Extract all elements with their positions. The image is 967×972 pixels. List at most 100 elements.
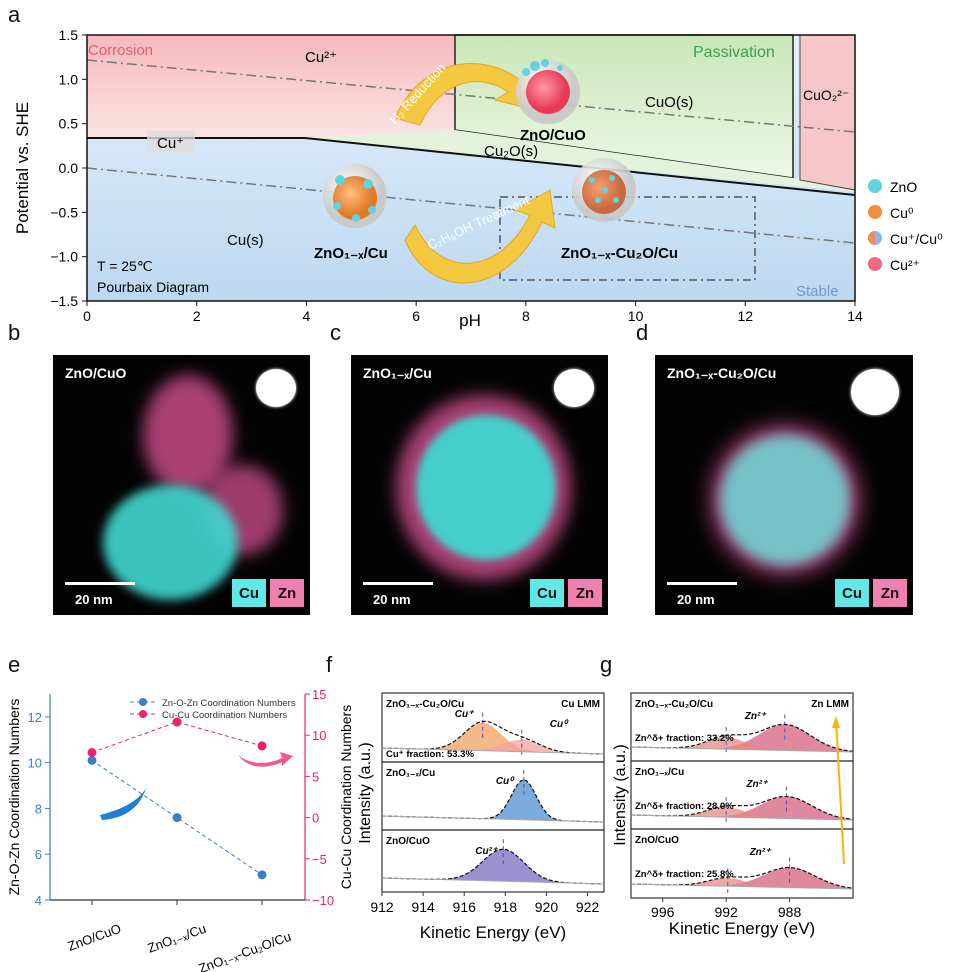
zn-channel-label: Zn [270, 579, 304, 607]
panel-label-f: f [326, 652, 333, 677]
passivation-label: Passivation [693, 44, 775, 61]
cus-label: Cu(s) [227, 232, 264, 249]
x-tick-label: 10 [628, 308, 644, 324]
peak-label: Cu⁰ [550, 719, 569, 730]
left-tick-label: 12 [28, 710, 42, 725]
o2-line [86, 59, 856, 133]
zno-cu2o-cu-sample-label: ZnO₁₋ₓ-Cu₂O/Cu [561, 245, 678, 262]
category-label: ZnO₁₋ₓ/Cu [146, 921, 208, 956]
scale-bar [363, 582, 433, 585]
zn-lmm-title: Zn LMM [811, 699, 849, 710]
right-tick-label: 0 [312, 811, 319, 826]
data-point [172, 813, 182, 823]
peak-fill [631, 737, 853, 752]
baseline [381, 877, 605, 885]
right-axis-arrow [238, 752, 293, 767]
envelope-fit [381, 779, 605, 823]
particle-legend: ZnO Cu⁰ Cu⁺/Cu⁰ Cu²⁺ [868, 179, 943, 273]
right-tick-label: 15 [312, 687, 326, 702]
legend-zno-label: Zn-O-Zn Coordination Numbers [162, 698, 296, 709]
temperature-label: T = 25℃ [97, 258, 153, 274]
cuo2-region [799, 34, 856, 191]
cuplus-label: Cu⁺ [157, 135, 184, 152]
cu2o-region [305, 130, 855, 192]
scale-bar-label: 20 nm [75, 592, 113, 607]
sample-label: ZnO₁₋ₓ-Cu₂O/Cu [386, 699, 464, 710]
envelope-fit [630, 866, 854, 889]
peak-fill [631, 796, 853, 820]
baseline [381, 815, 605, 823]
x-tick-label: 12 [737, 308, 753, 324]
y-tick-label: −1.5 [50, 293, 78, 309]
peak-fill [631, 807, 853, 820]
right-tick-label: 10 [312, 728, 326, 743]
g-y-axis-label: Intensity (a.u.) [612, 744, 629, 845]
peak-label: Zn²⁺ [744, 711, 768, 722]
scale-bar [65, 582, 135, 585]
data-point [257, 870, 267, 880]
sample-label: ZnO₁₋ₓ-Cu₂O/Cu [635, 699, 713, 710]
legend-cu2plus-icon [868, 257, 882, 271]
y-tick-label: −0.5 [50, 204, 78, 220]
peak-label: Zn²⁺ [745, 779, 769, 790]
right-axis-label: Cu-Cu Coordination Numbers [338, 705, 354, 889]
zn-channel-label: Zn [568, 579, 602, 607]
scale-bar-label: 20 nm [677, 592, 715, 607]
panel-label-e: e [8, 652, 21, 677]
zno-cu2o-cu-particle [572, 158, 636, 222]
legend-cu0-label: Cu⁰ [890, 205, 914, 221]
baseline [630, 814, 854, 821]
spectrum-subpanel [630, 760, 854, 830]
f-x-axis-label: Kinetic Energy (eV) [420, 923, 566, 942]
eds-map-zno-cu2o-cu: ZnO₁₋ₓ-Cu₂O/Cu 20 nm Cu Zn [655, 355, 913, 615]
fraction-annotation: Zn^δ+ fraction: 28.0% [635, 801, 734, 812]
cu-lmm-title: Cu LMM [561, 699, 600, 710]
y-tick-label: 1.0 [59, 71, 79, 87]
peak-fill [631, 724, 853, 752]
peak-label: Cu²⁺ [475, 846, 499, 857]
panel-label-d: d [636, 320, 649, 345]
zno-cuo-sample-label: ZnO/CuO [520, 127, 586, 144]
panel-label-b: b [8, 320, 21, 345]
scale-bar [667, 582, 737, 585]
x-tick-label: 916 [453, 899, 477, 915]
left-tick-label: 4 [35, 893, 42, 908]
x-tick-label: 992 [714, 904, 738, 920]
panel-label-g: g [600, 652, 613, 677]
pourbaix-diagram: 0 2 4 6 8 10 12 14 1.5 1.0 0.5 0.0 −0.5 −1.0 −1.5 Corr… [13, 27, 943, 330]
left-tick-label: 6 [35, 847, 42, 862]
cuo2-label: CuO₂²⁻ [803, 87, 849, 103]
shift-arrow [835, 719, 845, 865]
cu2plus-label: Cu²⁺ [305, 49, 337, 66]
spectrum-subpanel [381, 692, 605, 763]
peak-fill [382, 722, 604, 754]
fraction-annotation: Zn^δ+ fraction: 33.2% [635, 733, 734, 744]
diagram-name-label: Pourbaix Diagram [97, 279, 209, 295]
zno-cuo-particle [516, 59, 580, 124]
eds-title: ZnO₁₋ₓ/Cu [363, 365, 432, 381]
cu2o-label: Cu₂O(s) [484, 143, 538, 160]
fraction-annotation: Cu⁺ fraction: 53.3% [386, 749, 474, 760]
x-tick-label: 996 [651, 904, 675, 920]
legend-zno-icon [868, 179, 882, 193]
eds-map-zno-cu: ZnO₁₋ₓ/Cu 20 nm Cu Zn [351, 355, 608, 615]
category-label: ZnO/CuO [66, 921, 123, 954]
x-tick-label: 8 [522, 308, 530, 324]
left-tick-label: 8 [35, 801, 42, 816]
x-axis-label: pH [459, 311, 481, 330]
spectrum-subpanel [381, 761, 605, 831]
zn-channel-label: Zn [873, 579, 907, 607]
x-tick-label: 4 [303, 308, 311, 324]
cu-channel-label: Cu [530, 579, 564, 607]
stable-label: Stable [796, 283, 839, 300]
panel-label-a: a [8, 2, 21, 27]
data-point [172, 717, 182, 727]
x-tick-label: 922 [576, 899, 600, 915]
left-axis-arrow [100, 788, 146, 820]
scale-bar-label: 20 nm [373, 592, 411, 607]
right-tick-label: 5 [312, 769, 319, 784]
eds-map-zno-cuo: ZnO/CuO 20 nm Cu Zn [53, 355, 310, 615]
peak-fill [382, 779, 604, 822]
h2-line [86, 167, 856, 244]
shift-arrow-head [832, 716, 840, 728]
